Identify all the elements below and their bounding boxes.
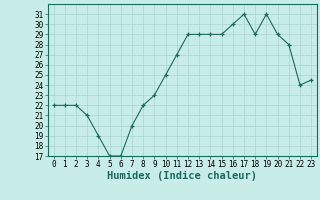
X-axis label: Humidex (Indice chaleur): Humidex (Indice chaleur) [108, 171, 257, 181]
